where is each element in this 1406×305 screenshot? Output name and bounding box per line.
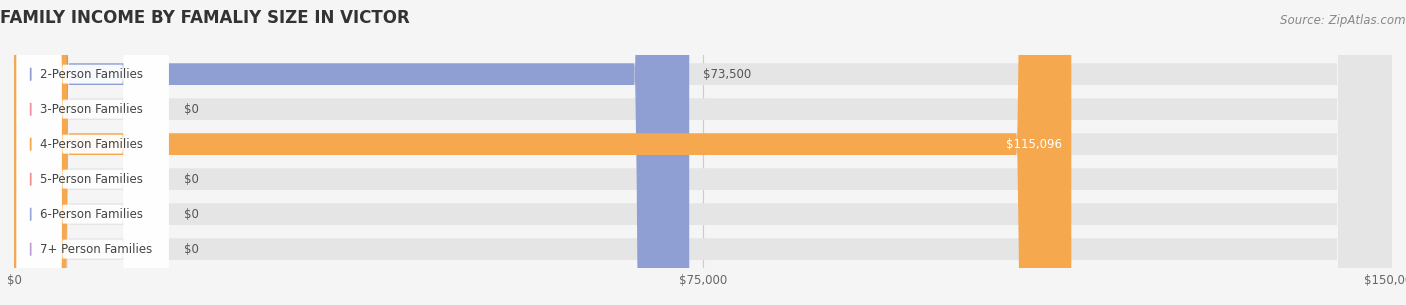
Text: 6-Person Families: 6-Person Families (39, 208, 143, 221)
FancyBboxPatch shape (17, 0, 169, 305)
Text: 2-Person Families: 2-Person Families (39, 68, 143, 81)
FancyBboxPatch shape (14, 0, 1392, 305)
Text: 5-Person Families: 5-Person Families (39, 173, 142, 186)
FancyBboxPatch shape (17, 0, 169, 305)
FancyBboxPatch shape (14, 0, 1392, 305)
Text: $115,096: $115,096 (1007, 138, 1062, 151)
FancyBboxPatch shape (17, 0, 169, 305)
Text: $0: $0 (184, 243, 198, 256)
FancyBboxPatch shape (14, 0, 1392, 305)
FancyBboxPatch shape (14, 0, 689, 305)
Text: 7+ Person Families: 7+ Person Families (39, 243, 152, 256)
Text: $0: $0 (184, 173, 198, 186)
FancyBboxPatch shape (17, 0, 169, 305)
FancyBboxPatch shape (17, 0, 169, 305)
FancyBboxPatch shape (17, 0, 169, 305)
FancyBboxPatch shape (14, 0, 1071, 305)
Text: 3-Person Families: 3-Person Families (39, 103, 142, 116)
Text: $0: $0 (184, 103, 198, 116)
FancyBboxPatch shape (14, 0, 1392, 305)
FancyBboxPatch shape (14, 0, 1392, 305)
Text: FAMILY INCOME BY FAMALIY SIZE IN VICTOR: FAMILY INCOME BY FAMALIY SIZE IN VICTOR (0, 9, 411, 27)
Text: 4-Person Families: 4-Person Families (39, 138, 143, 151)
Text: $0: $0 (184, 208, 198, 221)
Text: $73,500: $73,500 (703, 68, 751, 81)
Text: Source: ZipAtlas.com: Source: ZipAtlas.com (1279, 14, 1406, 27)
FancyBboxPatch shape (14, 0, 1392, 305)
